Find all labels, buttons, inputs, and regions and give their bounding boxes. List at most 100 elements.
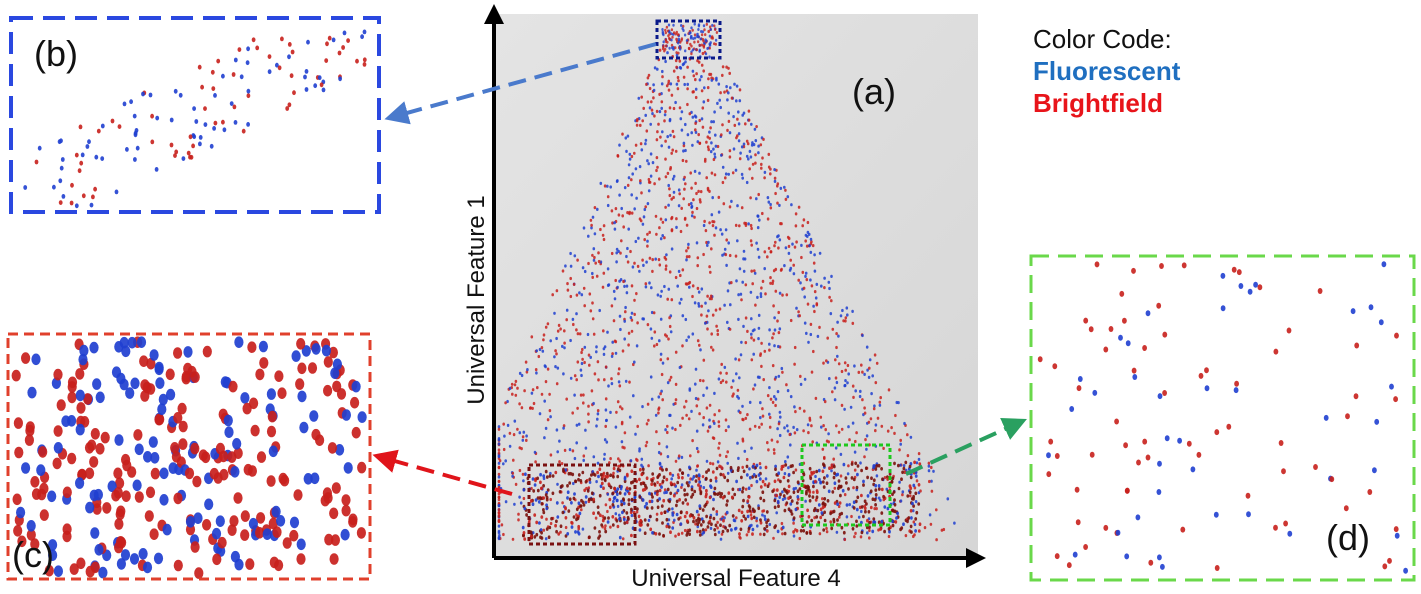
scatter-point bbox=[865, 447, 868, 451]
scatter-point bbox=[676, 488, 680, 493]
scatter-point bbox=[773, 395, 776, 399]
scatter-point bbox=[575, 312, 578, 316]
scatter-point bbox=[668, 378, 672, 382]
scatter-point bbox=[348, 516, 358, 528]
scatter-point bbox=[626, 134, 630, 138]
scatter-point bbox=[725, 380, 728, 384]
scatter-point bbox=[697, 133, 700, 137]
scatter-point bbox=[114, 189, 119, 195]
scatter-point bbox=[693, 36, 697, 40]
scatter-point bbox=[645, 422, 649, 426]
scatter-point bbox=[621, 132, 624, 136]
scatter-point bbox=[616, 179, 619, 183]
scatter-point bbox=[716, 526, 719, 530]
scatter-point bbox=[679, 229, 683, 234]
scatter-point bbox=[623, 431, 627, 435]
scatter-point bbox=[566, 490, 570, 495]
scatter-point bbox=[53, 442, 63, 454]
scatter-point bbox=[751, 507, 755, 512]
scatter-point bbox=[531, 388, 535, 392]
scatter-point bbox=[572, 496, 576, 501]
scatter-point bbox=[687, 242, 690, 246]
scatter-point bbox=[687, 203, 691, 207]
scatter-point bbox=[729, 86, 732, 90]
scatter-point bbox=[640, 191, 643, 195]
scatter-point bbox=[714, 523, 718, 528]
scatter-point bbox=[1273, 524, 1278, 531]
scatter-point bbox=[763, 482, 767, 487]
scatter-point bbox=[717, 420, 721, 424]
scatter-point bbox=[565, 308, 569, 312]
scatter-point bbox=[576, 258, 579, 262]
scatter-point bbox=[497, 472, 501, 476]
scatter-point bbox=[524, 360, 528, 364]
scatter-point bbox=[853, 450, 857, 454]
scatter-point bbox=[618, 143, 621, 147]
scatter-point bbox=[779, 479, 782, 484]
scatter-point bbox=[784, 188, 787, 192]
scatter-point bbox=[718, 409, 721, 413]
scatter-point bbox=[597, 378, 600, 382]
scatter-point bbox=[746, 142, 750, 146]
scatter-point bbox=[713, 391, 716, 395]
scatter-point bbox=[540, 515, 544, 519]
scatter-point bbox=[796, 480, 800, 485]
scatter-point bbox=[745, 533, 749, 537]
scatter-point bbox=[843, 383, 847, 388]
scatter-point bbox=[771, 400, 775, 404]
scatter-point bbox=[707, 148, 710, 152]
x-axis-label: Universal Feature 4 bbox=[631, 565, 840, 592]
scatter-point bbox=[570, 521, 574, 525]
scatter-point bbox=[702, 416, 705, 420]
scatter-point bbox=[625, 520, 629, 525]
legend-title: Color Code: bbox=[1033, 24, 1172, 54]
scatter-point bbox=[906, 454, 910, 458]
scatter-point bbox=[724, 172, 728, 176]
scatter-point bbox=[647, 189, 651, 193]
scatter-point bbox=[592, 332, 596, 336]
scatter-point bbox=[693, 22, 696, 26]
scatter-point bbox=[646, 159, 649, 163]
scatter-point bbox=[331, 37, 336, 43]
scatter-point bbox=[129, 99, 134, 105]
scatter-point bbox=[616, 285, 619, 289]
scatter-point bbox=[565, 318, 568, 322]
scatter-point bbox=[705, 140, 708, 144]
scatter-point bbox=[917, 457, 921, 461]
scatter-point bbox=[698, 533, 702, 537]
scatter-point bbox=[834, 376, 838, 380]
scatter-point bbox=[902, 522, 905, 526]
scatter-point bbox=[132, 113, 137, 119]
scatter-point bbox=[661, 468, 664, 472]
scatter-point bbox=[909, 435, 913, 439]
scatter-point bbox=[544, 469, 548, 474]
scatter-point bbox=[700, 287, 704, 291]
scatter-point bbox=[537, 500, 541, 504]
scatter-point bbox=[679, 510, 683, 515]
scatter-point bbox=[815, 490, 819, 495]
scatter-point bbox=[697, 290, 701, 294]
scatter-point bbox=[751, 141, 754, 145]
scatter-point bbox=[671, 513, 675, 517]
scatter-point bbox=[773, 344, 776, 348]
scatter-point bbox=[39, 509, 49, 521]
scatter-point bbox=[875, 361, 879, 365]
scatter-point bbox=[249, 397, 259, 410]
scatter-point bbox=[665, 524, 669, 529]
scatter-point bbox=[774, 403, 777, 408]
scatter-point bbox=[603, 184, 607, 188]
scatter-point bbox=[731, 379, 735, 383]
scatter-point bbox=[822, 361, 825, 365]
scatter-point bbox=[644, 138, 648, 142]
scatter-point bbox=[845, 503, 849, 507]
scatter-point bbox=[74, 152, 79, 158]
scatter-point bbox=[169, 142, 174, 148]
scatter-point bbox=[793, 345, 797, 350]
scatter-point bbox=[709, 41, 712, 45]
color-legend: Color Code: Fluorescent Brightfield bbox=[1033, 24, 1181, 118]
scatter-point bbox=[578, 332, 582, 336]
scatter-point bbox=[754, 139, 758, 143]
scatter-point bbox=[664, 267, 668, 271]
scatter-point bbox=[150, 452, 160, 464]
scatter-point bbox=[569, 471, 573, 476]
